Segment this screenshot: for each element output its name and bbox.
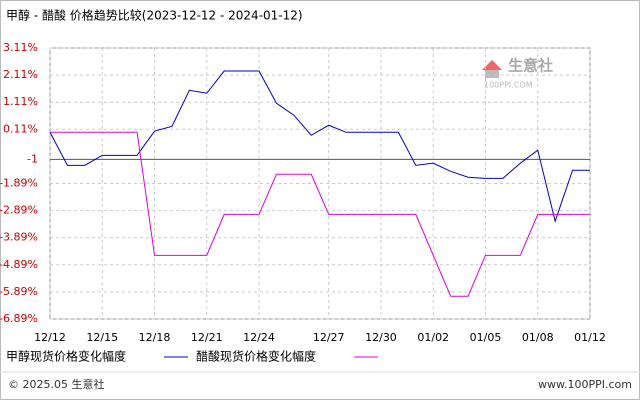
y-tick-label: -1.89% [0,177,38,190]
watermark: 生意社 100PPI.COM [482,57,553,90]
x-tick-label: 01/05 [470,331,502,344]
legend-label: 醋酸现货价格变化幅度 [196,349,316,364]
footer-site: www.100PPI.com [538,378,632,391]
logo [485,70,499,78]
x-tick-label: 12/12 [34,331,66,344]
y-tick-label: -4.89% [0,258,38,271]
y-tick-label: -2.89% [0,204,38,217]
x-tick-label: 12/30 [365,331,397,344]
copyright: © 2025.05 生意社 [8,377,104,391]
x-tick-label: 01/08 [522,331,554,344]
y-tick-label: 0.11% [3,122,38,135]
y-tick-label: 3.11% [3,41,38,54]
y-tick-label: 1.11% [3,95,38,108]
x-tick-label: 12/21 [191,331,223,344]
x-tick-label: 12/27 [313,331,345,344]
logo [482,60,502,70]
chart-title: 甲醇 - 醋酸 价格趋势比较(2023-12-12 - 2024-01-12) [6,8,303,23]
x-tick-label: 12/15 [86,331,118,344]
watermark-name: 生意社 [508,57,553,75]
y-tick-label: -1 [27,152,38,165]
y-tick-label: 2.11% [3,68,38,81]
series-line [50,131,590,297]
y-tick-label: -3.89% [0,231,38,244]
y-tick-label: -5.89% [0,285,38,298]
legend-label: 甲醇现货价格变化幅度 [6,349,126,364]
watermark-site: 100PPI.COM [484,81,533,90]
x-tick-label: 12/24 [243,331,275,344]
x-tick-label: 01/02 [417,331,449,344]
y-tick-label: -6.89% [0,312,38,325]
x-tick-label: 12/18 [139,331,171,344]
x-tick-label: 01/12 [574,331,606,344]
